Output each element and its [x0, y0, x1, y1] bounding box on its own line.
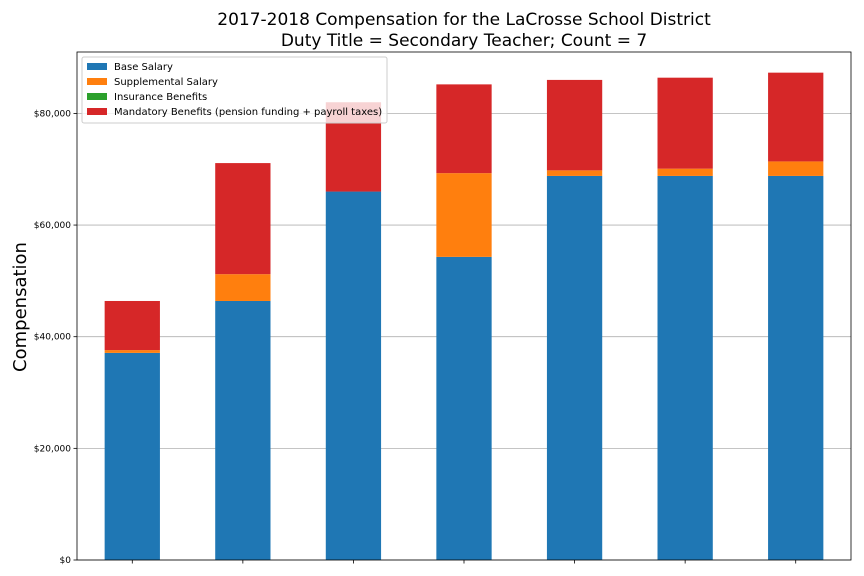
bar-segment	[325, 191, 382, 561]
y-tick-label: $0	[60, 556, 72, 566]
legend-swatch	[87, 108, 107, 115]
legend-swatch	[87, 63, 107, 70]
y-tick-label: $80,000	[34, 109, 71, 119]
bar-segment	[215, 274, 271, 301]
y-tick-label: $60,000	[34, 221, 71, 231]
bar-segment	[657, 168, 713, 176]
legend-swatch	[87, 78, 107, 85]
bar-segment	[657, 175, 713, 560]
bar-segment	[768, 161, 824, 176]
legend-label: Supplemental Salary	[114, 77, 218, 88]
bars	[104, 72, 824, 561]
legend-box	[81, 56, 388, 124]
bar-segment	[436, 173, 492, 257]
bar-segment	[768, 175, 824, 560]
bar-segment	[436, 84, 492, 174]
legend-label: Insurance Benefits	[114, 92, 207, 103]
legend-label: Mandatory Benefits (pension funding + pa…	[114, 107, 382, 118]
bar-segment	[546, 175, 603, 560]
chart-subtitle: Duty Title = Secondary Teacher; Count = …	[281, 31, 647, 51]
bar-segment	[104, 350, 160, 353]
bar-segment	[768, 72, 824, 162]
bar-segment	[546, 79, 603, 171]
axes: $0 $20,000 $40,000 $60,000 $80,000	[34, 109, 797, 566]
bar-segment	[436, 256, 492, 560]
y-tick-label: $40,000	[34, 333, 71, 343]
legend: Base Salary Supplemental Salary Insurance …	[81, 56, 388, 124]
bar-segment	[546, 170, 603, 176]
bar-segment	[104, 300, 160, 351]
bar-segment	[215, 163, 271, 275]
bar-segment	[657, 77, 713, 169]
chart-title: 2017-2018 Compensation for the LaCrosse …	[217, 10, 711, 30]
legend-label: Base Salary	[114, 62, 173, 73]
bar-segment	[215, 300, 271, 560]
legend-swatch	[87, 93, 107, 100]
bar-segment	[104, 352, 160, 560]
y-tick-label: $20,000	[34, 444, 71, 454]
y-axis-label: Compensation	[10, 242, 31, 372]
